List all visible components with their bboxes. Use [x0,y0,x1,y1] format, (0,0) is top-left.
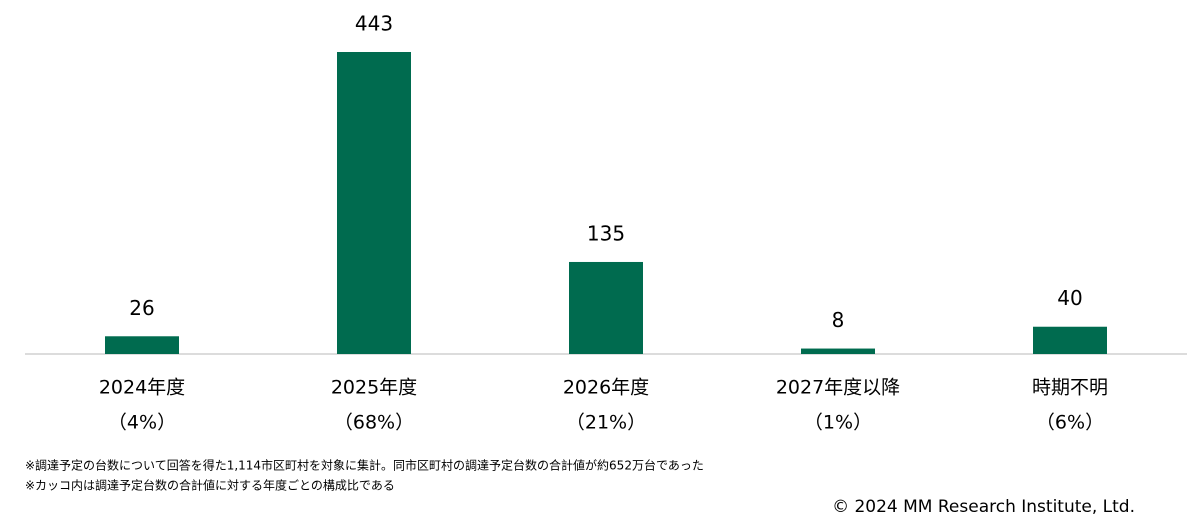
footnote: ※調達予定の台数について回答を得た1,114市区町村を対象に集計。同市区町村の調… [25,458,704,473]
value-label: 40 [1057,286,1082,310]
x-tick-label: 2025年度 [331,377,417,399]
x-tick-label: 2026年度 [563,377,649,399]
share-label: （4%） [108,412,176,434]
share-label: （1%） [804,412,872,434]
bar [337,52,411,354]
copyright: © 2024 MM Research Institute, Ltd. [832,497,1135,517]
x-tick-label: 2027年度以降 [776,377,900,399]
value-label: 135 [587,221,625,245]
footnote: ※カッコ内は調達予定台数の合計値に対する年度ごとの構成比である [25,478,395,493]
share-label: （21%） [566,412,646,434]
value-label: 8 [832,308,845,332]
bar [801,348,875,354]
share-label: （6%） [1036,412,1104,434]
x-tick-label: 2024年度 [99,377,185,399]
value-label: 443 [355,12,393,36]
bar [569,261,643,354]
share-label: （68%） [334,412,414,434]
x-tick-label: 時期不明 [1032,377,1108,399]
bar [105,336,179,354]
bar [1033,326,1107,354]
value-label: 26 [129,296,154,320]
